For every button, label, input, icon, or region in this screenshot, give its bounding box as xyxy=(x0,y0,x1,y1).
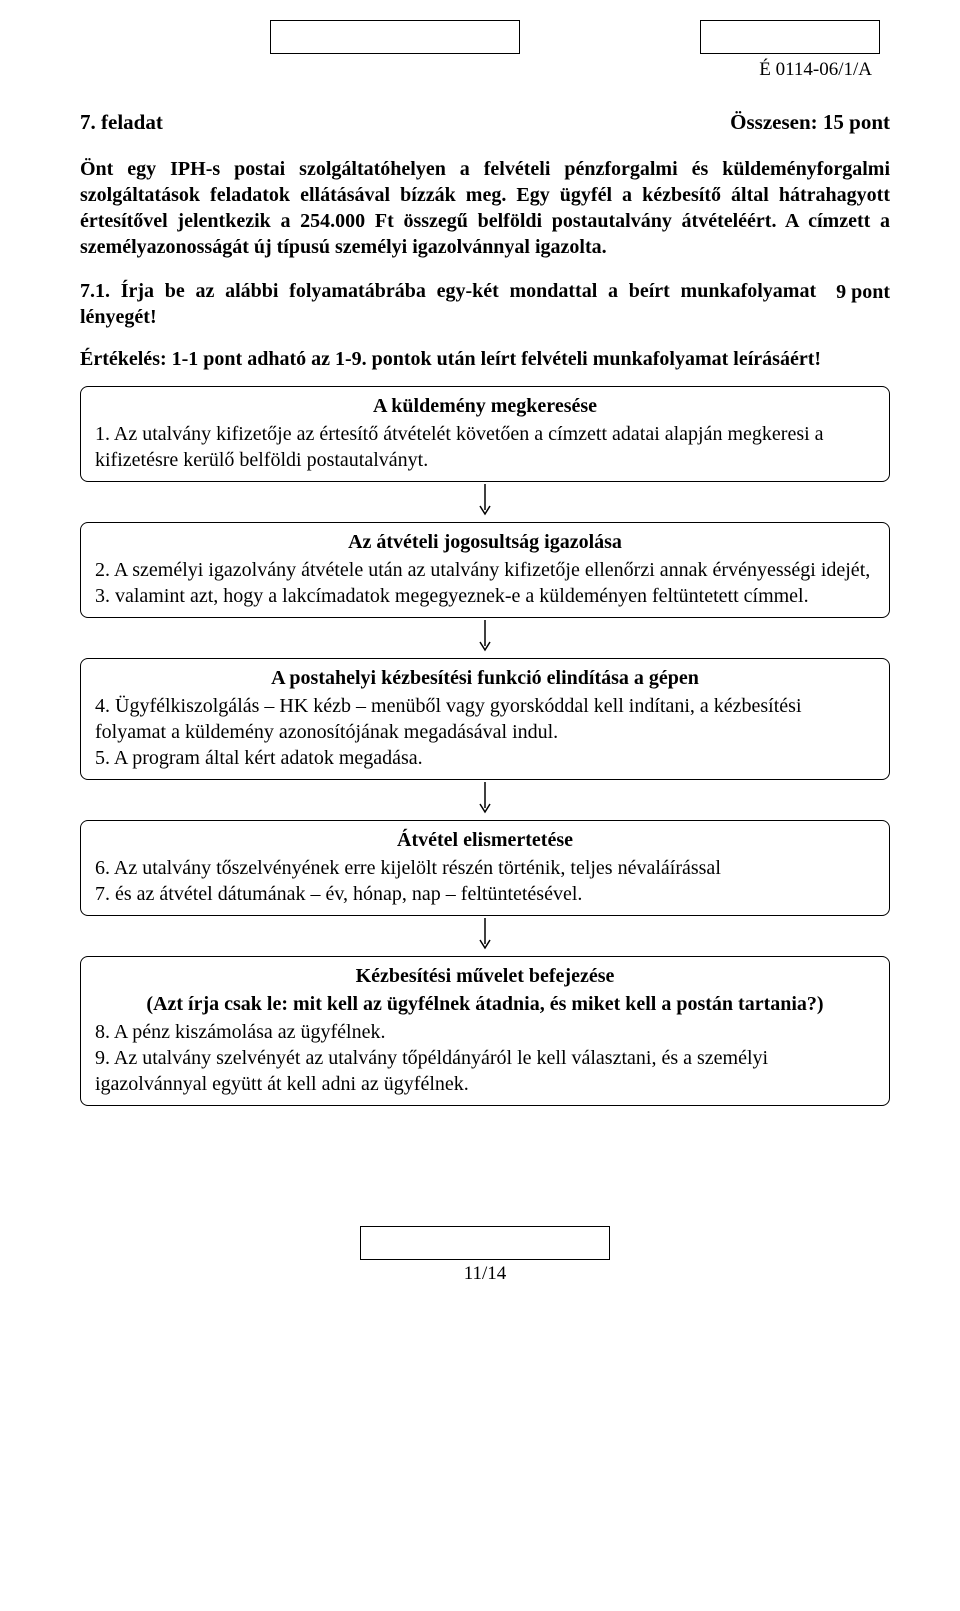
flow-box-1: A küldemény megkeresése 1. Az utalvány k… xyxy=(80,386,890,482)
subtask-points: 9 pont xyxy=(836,278,890,305)
task-intro: Önt egy IPH-s postai szolgáltatóhelyen a… xyxy=(80,156,890,260)
flow-arrow-1 xyxy=(477,482,493,522)
flow-box-2-body: 2. A személyi igazolvány átvétele után a… xyxy=(95,557,875,609)
flow-box-2-title: Az átvételi jogosultság igazolása xyxy=(95,529,875,555)
subtask-row: 7.1. Írja be az alábbi folyamatábrába eg… xyxy=(80,278,890,330)
flow-box-4-title: Átvétel elismertetése xyxy=(95,827,875,853)
task-number: 7. feladat xyxy=(80,109,163,136)
flow-box-4: Átvétel elismertetése 6. Az utalvány tős… xyxy=(80,820,890,916)
flow-box-3-line-2: 5. A program által kért adatok megadása. xyxy=(95,745,875,771)
task-points: Összesen: 15 pont xyxy=(730,109,890,136)
subtask-text: Írja be az alábbi folyamatábrába egy-két… xyxy=(80,280,816,328)
evaluation-note: Értékelés: 1-1 pont adható az 1-9. ponto… xyxy=(80,346,890,372)
flow-arrow-3 xyxy=(477,780,493,820)
arrow-down-icon xyxy=(477,782,493,816)
arrow-down-icon xyxy=(477,918,493,952)
flow-box-3-line-1: 4. Ügyfélkiszolgálás – HK kézb – menüből… xyxy=(95,693,875,745)
flow-box-1-line-1: 1. Az utalvány kifizetője az értesítő át… xyxy=(95,421,875,473)
arrow-down-icon xyxy=(477,484,493,518)
flow-box-2-line-2: 3. valamint azt, hogy a lakcímadatok meg… xyxy=(95,583,875,609)
flow-box-5-title: Kézbesítési művelet befejezése xyxy=(95,963,875,989)
flowchart: A küldemény megkeresése 1. Az utalvány k… xyxy=(80,386,890,1106)
footer: 11/14 xyxy=(80,1226,890,1287)
flow-box-5-subtitle: (Azt írja csak le: mit kell az ügyfélnek… xyxy=(95,991,875,1017)
flow-box-3: A postahelyi kézbesítési funkció elindít… xyxy=(80,658,890,780)
footer-blank-box xyxy=(360,1226,610,1260)
subtask-text-wrap: 7.1. Írja be az alábbi folyamatábrába eg… xyxy=(80,278,816,330)
flow-arrow-4 xyxy=(477,916,493,956)
document-id: É 0114-06/1/A xyxy=(80,58,872,83)
flow-box-4-line-2: 7. és az átvétel dátumának – év, hónap, … xyxy=(95,881,875,907)
flow-box-5-line-1: 8. A pénz kiszámolása az ügyfélnek. xyxy=(95,1019,875,1045)
flow-box-2-line-1: 2. A személyi igazolvány átvétele után a… xyxy=(95,557,875,583)
flow-box-5: Kézbesítési művelet befejezése (Azt írja… xyxy=(80,956,890,1106)
flow-box-4-line-1: 6. Az utalvány tőszelvényének erre kijel… xyxy=(95,855,875,881)
flow-box-2: Az átvételi jogosultság igazolása 2. A s… xyxy=(80,522,890,618)
header-blank-box-left xyxy=(270,20,520,54)
task-title-row: 7. feladat Összesen: 15 pont xyxy=(80,109,890,136)
header-blank-box-right xyxy=(700,20,880,54)
flow-arrow-2 xyxy=(477,618,493,658)
flow-box-5-line-2: 9. Az utalvány szelvényét az utalvány tő… xyxy=(95,1045,875,1097)
subtask-number: 7.1. xyxy=(80,280,110,302)
flow-box-1-title: A küldemény megkeresése xyxy=(95,393,875,419)
page: É 0114-06/1/A 7. feladat Összesen: 15 po… xyxy=(0,0,960,1317)
flow-box-3-title: A postahelyi kézbesítési funkció elindít… xyxy=(95,665,875,691)
arrow-down-icon xyxy=(477,620,493,654)
page-number: 11/14 xyxy=(464,1262,507,1287)
